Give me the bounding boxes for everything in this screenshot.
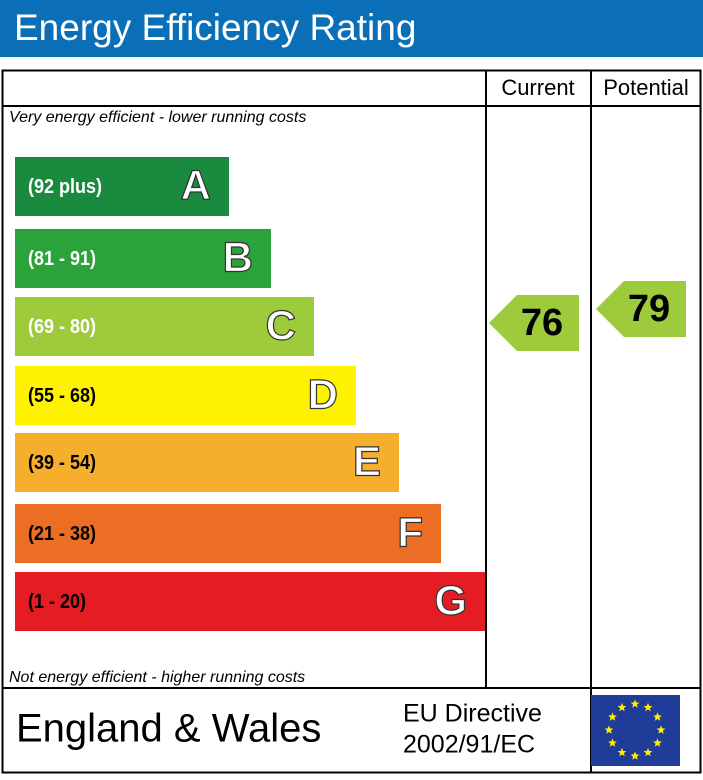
top-note: Very energy efficient - lower running co…	[9, 109, 306, 126]
bottom-note: Not energy efficient - higher running co…	[9, 669, 305, 686]
column-header: Potential	[603, 75, 689, 100]
band	[15, 297, 314, 356]
band-letter: G	[434, 577, 467, 624]
eu-star	[617, 747, 627, 757]
title: Energy Efficiency Rating	[14, 7, 416, 48]
title-bar	[0, 0, 703, 57]
band	[15, 366, 356, 425]
eu-star	[653, 738, 662, 747]
band-range: (92 plus)	[28, 176, 102, 198]
band-range: (69 - 80)	[28, 316, 96, 338]
band-letter: B	[223, 234, 253, 281]
eu-star	[630, 751, 640, 760]
directive: 2002/91/EC	[403, 731, 535, 759]
band-letter: D	[308, 371, 338, 418]
eu-star	[630, 699, 640, 708]
band-range: (1 - 20)	[28, 591, 86, 613]
band	[15, 229, 271, 288]
eu-star	[643, 747, 653, 757]
current-arrow	[489, 295, 579, 351]
band	[15, 157, 229, 216]
eu-star	[604, 725, 614, 734]
eu-stars	[604, 699, 666, 760]
band	[15, 504, 441, 563]
band	[15, 433, 399, 492]
eu-star	[653, 712, 662, 721]
band-range: (39 - 54)	[28, 452, 96, 474]
band-letter: A	[181, 162, 211, 209]
eu-star	[608, 738, 617, 747]
region: England & Wales	[16, 707, 321, 751]
band-range: (81 - 91)	[28, 248, 96, 270]
band-range: (55 - 68)	[28, 385, 96, 407]
eu-star	[617, 702, 627, 712]
band-letter: F	[397, 509, 423, 556]
band-letter: E	[353, 438, 381, 485]
band-range: (21 - 38)	[28, 523, 96, 545]
column-header: Current	[501, 75, 574, 100]
eu-star	[656, 725, 666, 734]
potential-rating: 79	[628, 288, 670, 330]
band	[15, 572, 485, 631]
eu-star	[608, 712, 617, 721]
frame	[1, 69, 702, 774]
potential-arrow	[596, 281, 686, 337]
current-rating: 76	[521, 302, 563, 344]
directive: EU Directive	[403, 700, 542, 728]
eu-star	[643, 702, 653, 712]
band-letter: C	[266, 302, 296, 349]
